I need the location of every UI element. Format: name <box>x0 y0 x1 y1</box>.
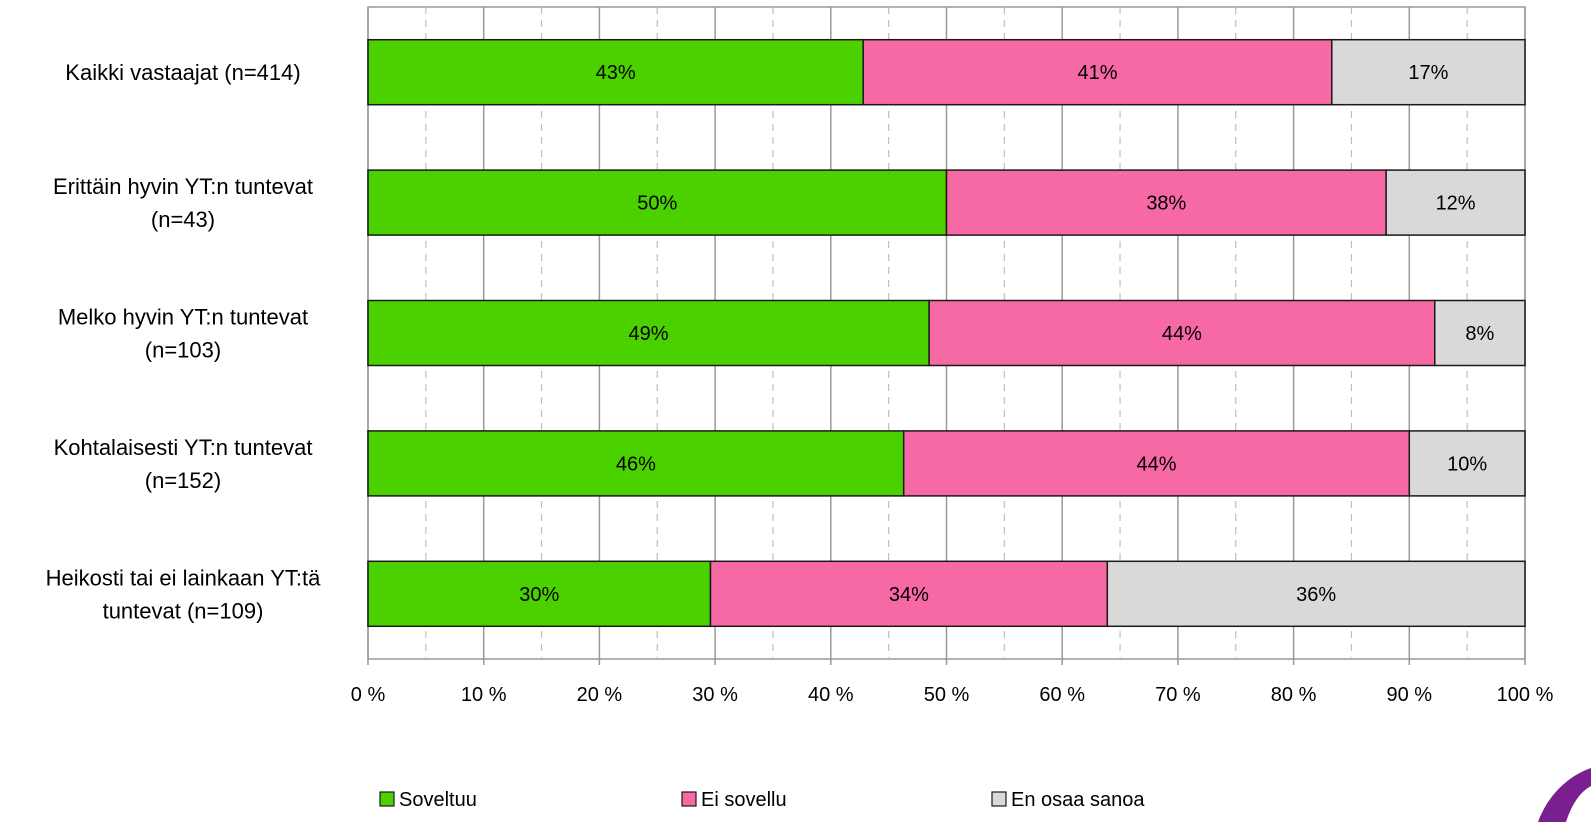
x-tick-label: 10 % <box>461 684 507 706</box>
bar-segment <box>709 560 1109 628</box>
x-tick-label: 30 % <box>692 684 738 706</box>
data-label: 46% <box>616 453 656 475</box>
data-label: 44% <box>1162 323 1202 345</box>
data-label: 43% <box>596 62 636 84</box>
category-label: (n=103) <box>145 338 221 363</box>
data-label: 17% <box>1408 62 1448 84</box>
bar-segment <box>1385 169 1526 236</box>
data-label: 34% <box>889 584 929 606</box>
category-label: Kaikki vastaajat (n=414) <box>65 60 300 85</box>
category-label: (n=152) <box>145 468 221 493</box>
bar-segment <box>367 169 948 236</box>
data-label: 49% <box>629 323 669 345</box>
x-tick-label: 60 % <box>1039 684 1085 706</box>
data-label: 50% <box>637 193 677 215</box>
data-label: 36% <box>1296 584 1336 606</box>
bar-segment <box>862 38 1333 106</box>
x-tick-label: 100 % <box>1497 684 1554 706</box>
category-label: tuntevat (n=109) <box>103 598 264 623</box>
data-label: 30% <box>519 584 559 606</box>
bar-segment <box>928 299 1436 367</box>
logo-swoosh <box>1538 768 1591 822</box>
bar-segment <box>1106 560 1526 628</box>
bar-segment <box>1408 430 1526 497</box>
x-tick-label: 70 % <box>1155 684 1201 706</box>
category-labels: Kaikki vastaajat (n=414) Erittäin hyvin Y… <box>46 60 322 623</box>
legend-swatch <box>379 791 395 807</box>
x-axis-ticks: 0 % 10 % 20 % 30 % 40 % 50 % 60 % 70 % 80 % 90 % 1… <box>351 684 1554 706</box>
legend-swatch <box>991 791 1007 807</box>
bar-segment <box>945 169 1387 236</box>
data-label: 44% <box>1136 453 1176 475</box>
legend-label: En osaa sanoa <box>1011 789 1145 811</box>
bar-segment <box>367 299 930 367</box>
data-label: 8% <box>1465 323 1494 345</box>
x-tick-label: 80 % <box>1271 684 1317 706</box>
bar-segment <box>1331 38 1526 106</box>
category-label: Heikosti tai ei lainkaan YT:tä <box>46 565 322 590</box>
category-label: (n=43) <box>151 207 215 232</box>
x-tick-label: 0 % <box>351 684 386 706</box>
data-label: 12% <box>1436 193 1476 215</box>
data-label: 38% <box>1146 193 1186 215</box>
x-tick-label: 40 % <box>808 684 854 706</box>
data-label: 10% <box>1447 453 1487 475</box>
category-label: Erittäin hyvin YT:n tuntevat <box>53 174 313 199</box>
legend-label: Ei sovellu <box>701 789 787 811</box>
x-tick-label: 50 % <box>924 684 970 706</box>
x-tick-label: 20 % <box>577 684 623 706</box>
bars: 43% 41% 17% 50% 38% 12% 49% 44% 8% 46% 44% 10% 30% 34… <box>367 38 1526 628</box>
bar-segment <box>367 560 712 628</box>
legend-swatch <box>681 791 697 807</box>
data-label: 41% <box>1077 62 1117 84</box>
category-label: Kohtalaisesti YT:n tuntevat <box>54 435 313 460</box>
category-label: Melko hyvin YT:n tuntevat <box>58 305 308 330</box>
legend-label: Soveltuu <box>399 789 477 811</box>
bar-segment <box>1434 299 1526 367</box>
legend: Soveltuu Ei sovellu En osaa sanoa <box>379 789 1145 811</box>
x-tick-label: 90 % <box>1387 684 1433 706</box>
